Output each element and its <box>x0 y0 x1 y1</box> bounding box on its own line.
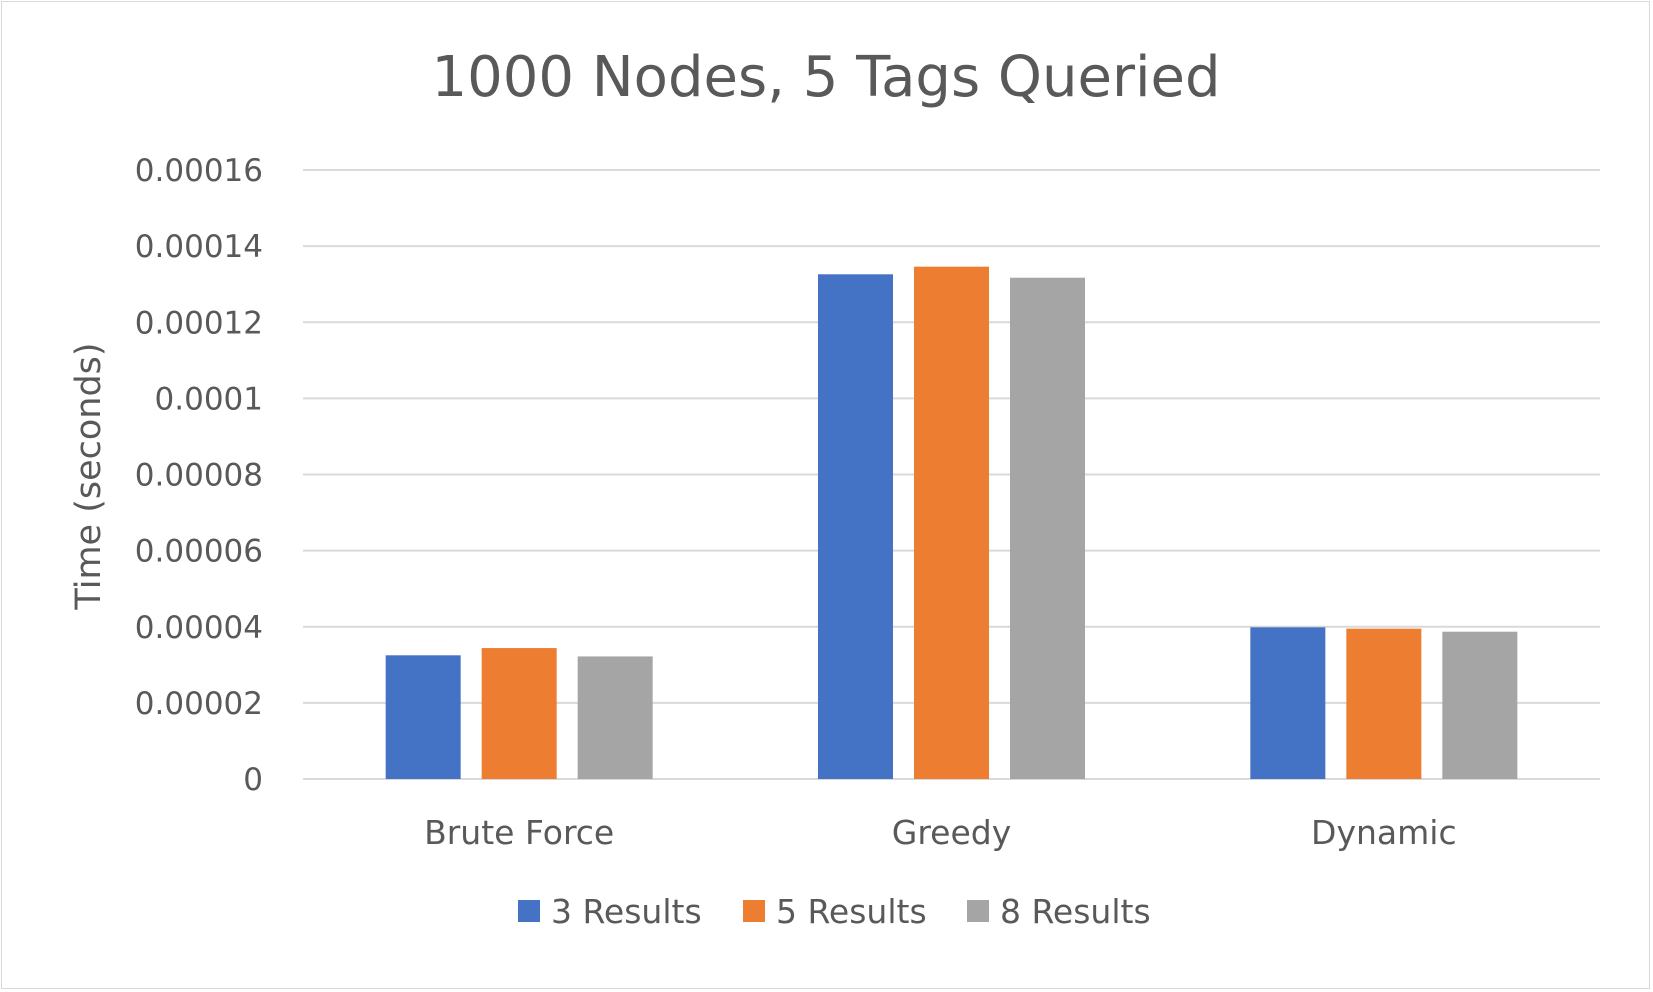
legend-label: 8 Results <box>1000 892 1151 931</box>
x-category-label: Greedy <box>892 813 1012 852</box>
bar-3-results-brute-force <box>385 655 461 779</box>
y-tick-label: 0.00002 <box>135 686 263 722</box>
y-tick-label: 0 <box>243 762 263 798</box>
legend-swatch <box>743 900 765 922</box>
y-tick-label: 0.00014 <box>135 229 263 265</box>
chart-title: 1000 Nodes, 5 Tags Queried <box>431 45 1220 110</box>
bar-5-results-brute-force <box>481 648 557 779</box>
y-tick-label: 0.00012 <box>135 305 263 341</box>
x-category-label: Brute Force <box>424 813 614 852</box>
bar-8-results-brute-force <box>577 656 653 779</box>
y-axis-tick-labels: 0 0.00002 0.00004 0.00006 0.00008 0.0001 0.000… <box>135 153 263 798</box>
y-axis-title: Time (seconds) <box>69 342 109 610</box>
bar-5-results-greedy <box>914 266 989 780</box>
y-tick-label: 0.0001 <box>155 381 263 417</box>
legend: 3 Results 5 Results 8 Results <box>518 892 1151 931</box>
y-tick-label: 0.00016 <box>135 153 263 189</box>
y-tick-label: 0.00008 <box>135 458 263 494</box>
y-tick-label: 0.00004 <box>135 610 263 646</box>
bars <box>385 266 1518 780</box>
bar-3-results-dynamic <box>1250 627 1326 779</box>
x-axis-category-labels: Brute Force Greedy Dynamic <box>424 813 1457 852</box>
y-tick-label: 0.00006 <box>135 534 263 570</box>
bar-3-results-greedy <box>818 274 893 779</box>
bar-8-results-greedy <box>1010 277 1085 779</box>
legend-label: 3 Results <box>551 892 702 931</box>
bar-5-results-dynamic <box>1346 628 1422 779</box>
legend-swatch <box>967 900 989 922</box>
bar-8-results-dynamic <box>1442 631 1518 779</box>
legend-swatch <box>518 900 540 922</box>
x-category-label: Dynamic <box>1311 813 1457 852</box>
legend-label: 5 Results <box>776 892 927 931</box>
